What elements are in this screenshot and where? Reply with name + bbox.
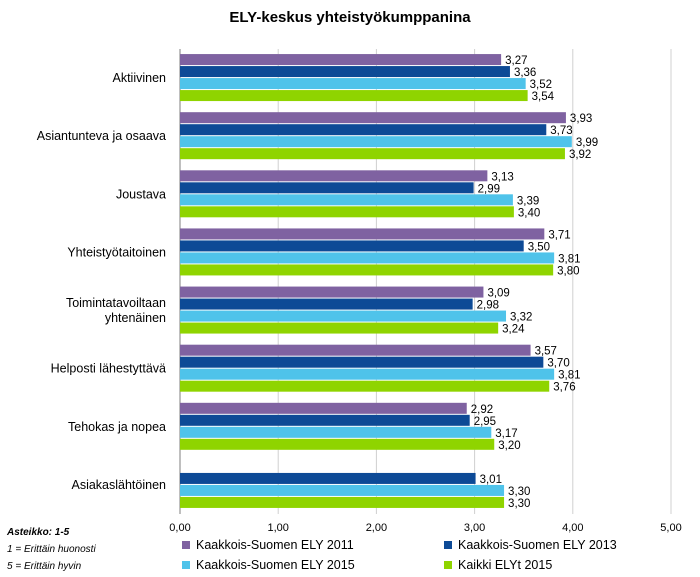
bar [180, 426, 492, 438]
bar [180, 438, 495, 450]
legend-item: Kaakkois-Suomen ELY 2013 [444, 538, 617, 552]
bar [180, 54, 502, 66]
legend-label: Kaikki ELYt 2015 [458, 558, 553, 572]
bar [180, 298, 473, 310]
bar [180, 472, 476, 484]
data-label: 3,50 [528, 241, 550, 253]
bar [180, 194, 513, 206]
legend-swatch [182, 541, 190, 549]
bar [180, 344, 531, 356]
data-label: 3,81 [558, 370, 580, 382]
data-label: 3,13 [491, 171, 513, 183]
chart-title: ELY-keskus yhteistyökumppanina [229, 9, 471, 26]
data-label: 3,24 [502, 324, 525, 336]
data-label: 3,20 [498, 440, 520, 452]
data-label: 3,01 [480, 474, 502, 486]
category-label: Asiakaslähtöinen [71, 478, 166, 492]
category-label: Joustava [116, 187, 166, 201]
data-label: 3,30 [508, 498, 530, 510]
chart-legend: Kaakkois-Suomen ELY 2011 Kaakkois-Suomen … [182, 538, 682, 574]
data-label: 2,98 [477, 300, 499, 312]
x-tick-label: 4,00 [562, 522, 583, 534]
bar [180, 148, 565, 160]
bar [180, 240, 524, 252]
bar [180, 228, 545, 240]
data-label: 3,76 [553, 382, 575, 394]
bar [180, 356, 544, 368]
scale-note-line-1: 1 = Erittäin huonosti [7, 544, 96, 555]
data-label: 3,52 [530, 79, 552, 91]
data-label: 3,92 [569, 149, 591, 161]
legend-item: Kaakkois-Suomen ELY 2015 [182, 558, 355, 572]
legend-swatch [444, 541, 452, 549]
data-label: 3,99 [576, 137, 598, 149]
data-label: 3,39 [517, 195, 539, 207]
data-label: 2,92 [471, 404, 493, 416]
data-label: 3,32 [510, 312, 532, 324]
category-label: yhtenäinen [105, 311, 166, 325]
data-label: 3,71 [548, 229, 570, 241]
legend-swatch [182, 561, 190, 569]
bar [180, 252, 555, 264]
scale-note: Asteikko: 1-5 1 = Erittäin huonosti 5 = … [7, 524, 96, 575]
x-tick-label: 5,00 [660, 522, 681, 534]
bar [180, 66, 510, 78]
category-label: Aktiivinen [113, 71, 167, 85]
data-label: 3,30 [508, 486, 530, 498]
bar [180, 310, 507, 322]
data-label: 2,95 [474, 416, 496, 428]
x-tick-label: 2,00 [366, 522, 387, 534]
legend-item: Kaikki ELYt 2015 [444, 558, 552, 572]
x-tick-label: 3,00 [464, 522, 485, 534]
legend-item: Kaakkois-Suomen ELY 2011 [182, 538, 354, 552]
bar [180, 112, 566, 124]
legend-swatch [444, 561, 452, 569]
category-label: Asiantunteva ja osaava [37, 129, 166, 143]
category-label: Helposti lähestyttävä [51, 362, 166, 376]
legend-label: Kaakkois-Suomen ELY 2013 [458, 538, 617, 552]
data-label: 3,36 [514, 67, 536, 79]
data-label: 3,70 [547, 358, 569, 370]
bar [180, 402, 467, 414]
legend-label: Kaakkois-Suomen ELY 2015 [196, 558, 355, 572]
scale-note-heading: Asteikko: 1-5 [7, 527, 70, 538]
bar [180, 484, 505, 496]
data-label: 3,80 [557, 265, 579, 277]
category-label: Toimintatavoiltaan [66, 296, 166, 310]
bar [180, 286, 484, 298]
data-label: 3,09 [487, 288, 509, 300]
scale-note-line-2: 5 = Erittäin hyvin [7, 561, 82, 572]
category-label: Yhteistyötaitoinen [67, 245, 166, 259]
data-label: 3,54 [532, 91, 555, 103]
category-label: Tehokas ja nopea [68, 420, 166, 434]
x-tick-label: 0,00 [169, 522, 190, 534]
bar [180, 206, 514, 218]
data-label: 3,81 [558, 253, 580, 265]
bar [180, 170, 488, 182]
data-label: 2,99 [478, 183, 500, 195]
bar [180, 136, 572, 148]
bar [180, 78, 526, 90]
bar [180, 182, 474, 194]
data-label: 3,27 [505, 55, 527, 67]
bar [180, 264, 554, 276]
bar [180, 322, 499, 334]
data-label: 3,57 [535, 346, 557, 358]
bar [180, 380, 550, 392]
bar [180, 124, 547, 136]
data-label: 3,40 [518, 207, 540, 219]
bar [180, 496, 505, 508]
legend-label: Kaakkois-Suomen ELY 2011 [196, 538, 354, 552]
bar [180, 368, 555, 380]
bar-chart: 0,00 1,00 2,00 3,00 4,00 5,00Aktiivinen3,273,… [37, 49, 682, 534]
data-label: 3,17 [495, 428, 517, 440]
data-label: 3,73 [550, 125, 572, 137]
bar [180, 90, 528, 102]
bar [180, 414, 470, 426]
x-tick-label: 1,00 [267, 522, 288, 534]
data-label: 3,93 [570, 113, 592, 125]
